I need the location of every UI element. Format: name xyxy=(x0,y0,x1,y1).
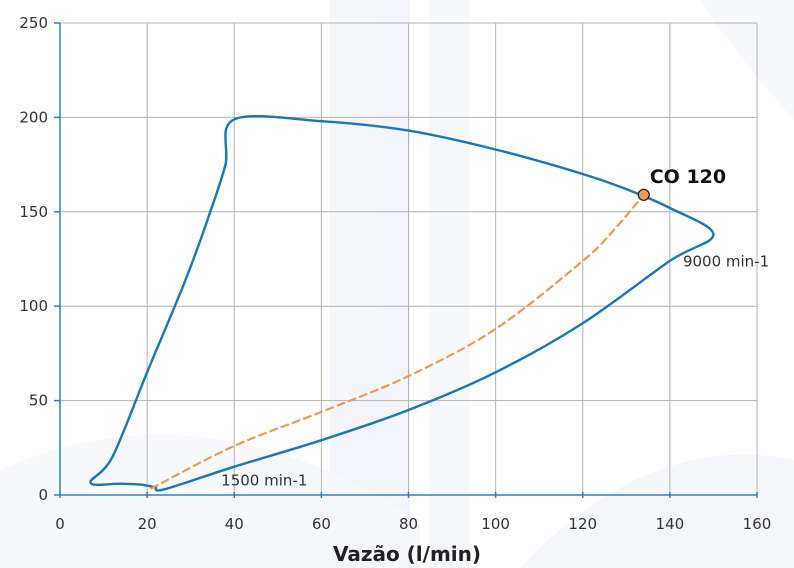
x-tick-label: 20 xyxy=(138,515,157,533)
y-tick-label: 250 xyxy=(19,14,48,32)
annotation-label: 1500 min-1 xyxy=(221,471,307,489)
x-tick-label: 0 xyxy=(55,515,65,533)
y-tick-label: 0 xyxy=(38,486,48,504)
x-tick-label: 140 xyxy=(656,515,685,533)
annotation-group: 1500 min-1 9000 min-1 xyxy=(221,252,769,489)
y-tick-label: 150 xyxy=(19,203,48,221)
y-tick-label: 200 xyxy=(19,108,48,126)
annotation-label: 9000 min-1 xyxy=(683,252,769,270)
x-tick-label: 80 xyxy=(399,515,418,533)
grid xyxy=(60,22,758,495)
x-axis-label: Vazão (l/min) xyxy=(333,542,481,566)
marker-group: CO 120 xyxy=(637,166,726,201)
dashed-curve-line xyxy=(150,193,645,490)
y-tick-label: 50 xyxy=(29,392,48,410)
y-tick-labels: 0 50 100 150 200 250 xyxy=(19,14,48,504)
envelope-line xyxy=(89,114,715,492)
series-group xyxy=(89,114,715,492)
x-tick-label: 60 xyxy=(312,515,331,533)
y-tick-label: 100 xyxy=(19,297,48,315)
x-tick-label: 120 xyxy=(568,515,597,533)
x-tick-label: 100 xyxy=(481,515,510,533)
axes xyxy=(54,22,758,498)
x-tick-labels: 0 20 40 60 80 100 120 140 160 xyxy=(55,515,771,533)
x-tick-label: 160 xyxy=(743,515,772,533)
x-tick-label: 40 xyxy=(225,515,244,533)
marker-point xyxy=(637,188,650,201)
marker-label: CO 120 xyxy=(650,166,726,188)
